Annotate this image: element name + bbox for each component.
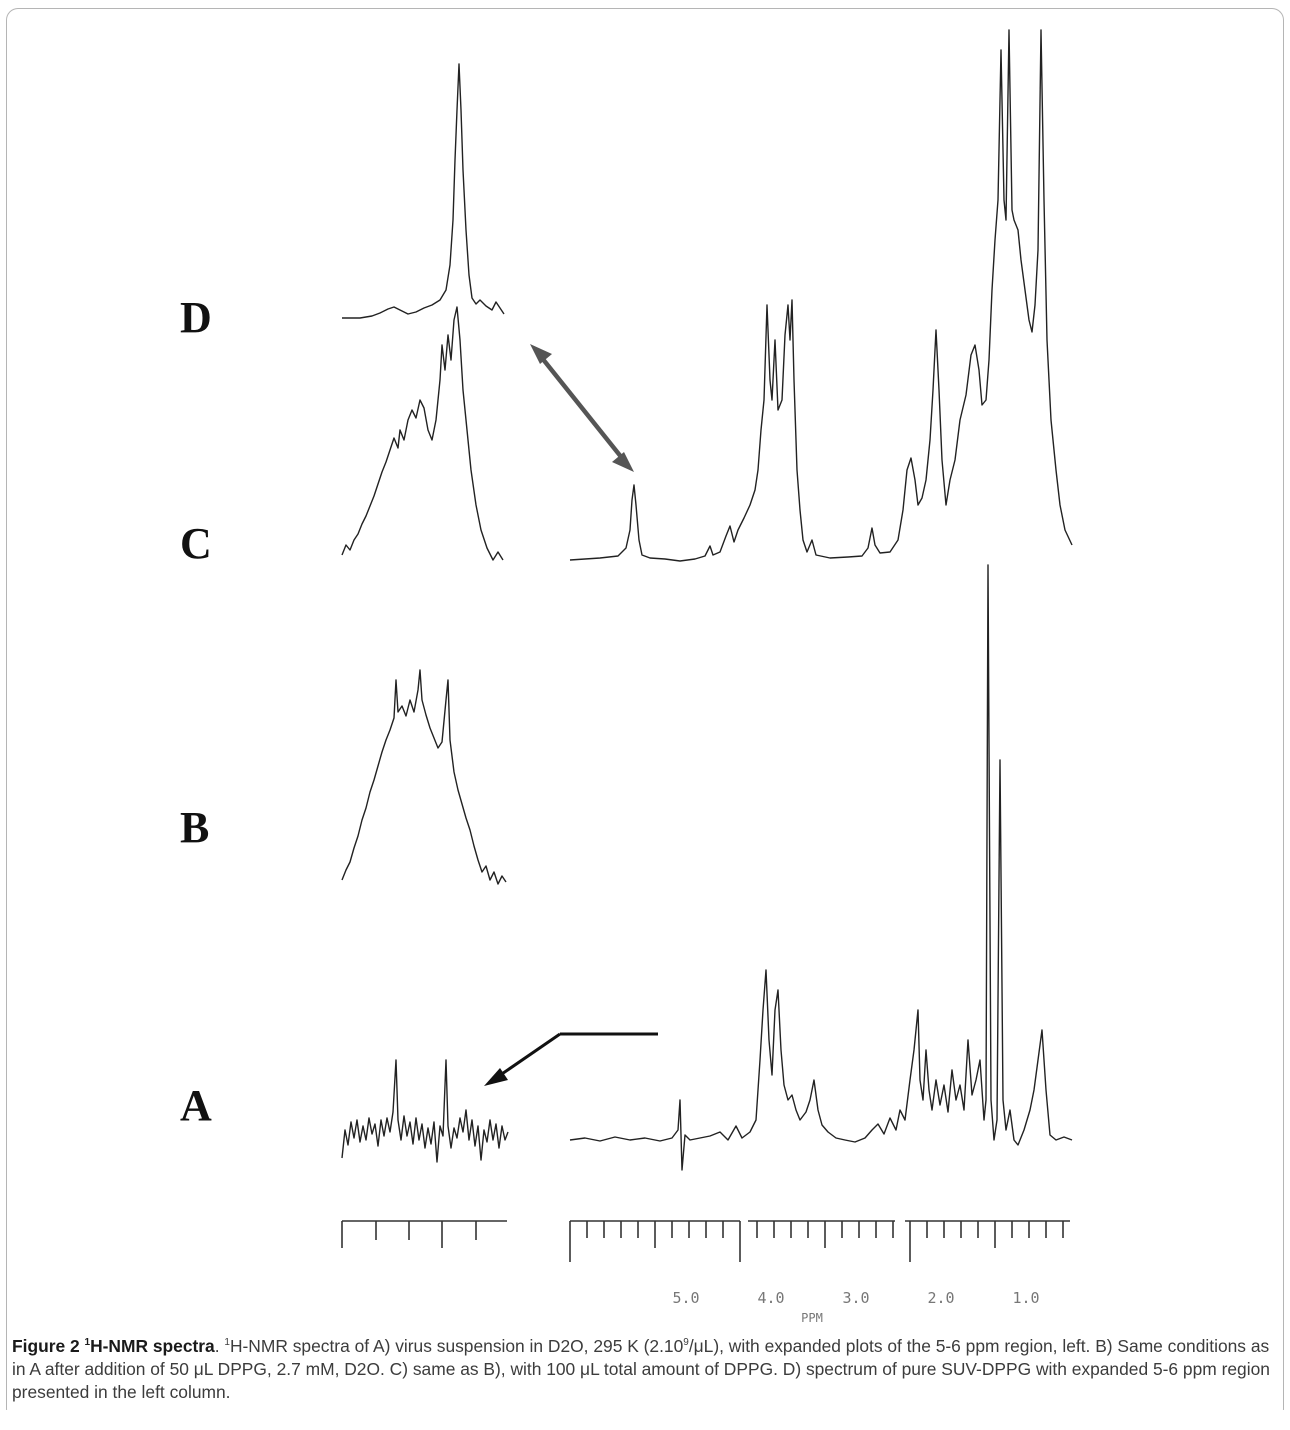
ppm-axis xyxy=(341,1220,1070,1262)
caption-title: H-NMR spectra xyxy=(90,1336,215,1356)
double-arrow-icon xyxy=(530,344,634,472)
spectrum-c-main xyxy=(569,29,1073,562)
pointer-arrow-icon xyxy=(484,1032,658,1086)
panel-label-b: B xyxy=(180,803,209,852)
tick-label-3: 3.0 xyxy=(842,1289,869,1307)
nmr-figure: D C B A xyxy=(180,29,1073,1325)
panel-label-a: A xyxy=(180,1081,212,1130)
figure-frame xyxy=(6,8,1284,1421)
caption-text2: /μL), with expanded plots of the 5-6 ppm… xyxy=(12,1336,1270,1402)
tick-label-5: 5.0 xyxy=(672,1289,699,1307)
tick-label-2: 2.0 xyxy=(927,1289,954,1307)
figure-caption: Figure 2 1H-NMR spectra. 1H-NMR spectra … xyxy=(12,1335,1282,1404)
caption-sup3: 9 xyxy=(683,1337,689,1349)
spectrum-b-expanded xyxy=(341,669,507,885)
tick-label-1: 1.0 xyxy=(1012,1289,1039,1307)
caption-text1: H-NMR spectra of A) virus suspension in … xyxy=(229,1336,684,1356)
tick-label-4: 4.0 xyxy=(757,1289,784,1307)
caption-sup2: 1 xyxy=(224,1337,230,1349)
panel-label-c: C xyxy=(180,519,212,568)
caption-sep: . xyxy=(214,1336,225,1356)
spectrum-d-expanded xyxy=(342,63,505,319)
caption-figure-number: Figure 2 xyxy=(12,1336,80,1356)
axis-unit: PPM xyxy=(801,1311,823,1325)
spectrum-a-expanded xyxy=(341,1059,509,1163)
spectrum-c-expanded xyxy=(341,306,504,561)
spectrum-a-main xyxy=(569,564,1073,1171)
caption-sup1: 1 xyxy=(84,1337,91,1349)
panel-label-d: D xyxy=(180,293,212,342)
